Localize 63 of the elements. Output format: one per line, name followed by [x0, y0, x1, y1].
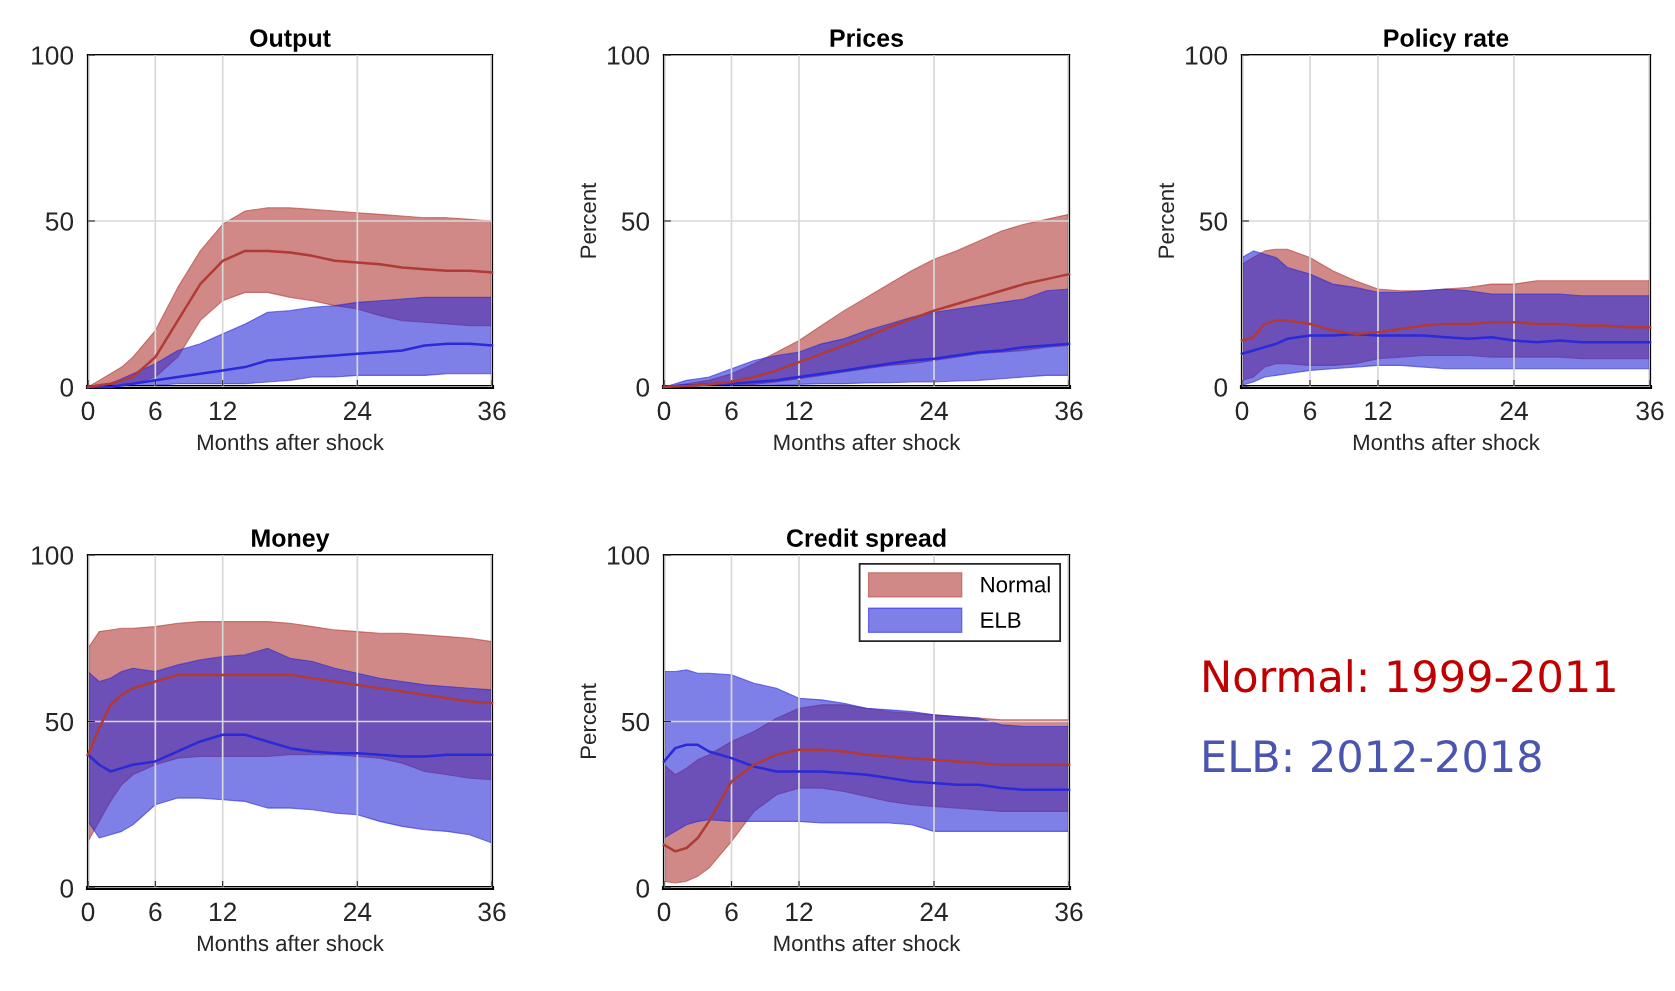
- legend-label: ELB: [981, 612, 1021, 628]
- chart-title: Prices: [830, 28, 904, 47]
- y-tick-label: 0: [1214, 378, 1228, 397]
- x-tick-label: 0: [657, 902, 671, 922]
- x-axis-title: Months after shock: [774, 433, 961, 451]
- x-axis-title: Months after shock: [1353, 433, 1540, 451]
- line-series: [662, 743, 1071, 792]
- line-series: [1240, 332, 1652, 356]
- x-tick-label: 12: [786, 401, 813, 421]
- x-axis-title: Months after shock: [197, 433, 384, 451]
- x-tick-label: 36: [478, 902, 506, 922]
- x-tick-label: 0: [81, 401, 95, 421]
- x-tick-label: 12: [786, 902, 813, 922]
- x-tick-label: 24: [920, 902, 948, 922]
- text: Normal: 1999-2011: [1204, 659, 1615, 693]
- y-tick-label: 100: [608, 46, 650, 65]
- x-tick-label: 36: [478, 401, 506, 421]
- y-tick-label: 100: [32, 546, 74, 565]
- x-tick-label: 6: [1304, 401, 1317, 421]
- x-tick-label: 6: [725, 401, 738, 421]
- y-tick-label: 0: [636, 879, 650, 898]
- text: ELB: 2012-2018: [1204, 739, 1541, 773]
- x-tick-label: 0: [1235, 401, 1249, 421]
- x-tick-label: 6: [725, 902, 738, 922]
- y-tick-label: 50: [621, 212, 650, 231]
- x-tick-label: 0: [81, 902, 95, 922]
- y-tick-label: 50: [45, 212, 74, 231]
- y-tick-label: 50: [1199, 212, 1228, 231]
- x-tick-label: 12: [210, 902, 237, 922]
- y-tick-label: 50: [45, 712, 74, 732]
- y-tick-label: 100: [608, 546, 650, 565]
- line-series: [86, 733, 494, 773]
- x-tick-label: 0: [657, 401, 671, 421]
- y-tick-label: 100: [1186, 46, 1228, 65]
- x-tick-label: 6: [149, 902, 162, 922]
- x-tick-label: 36: [1055, 401, 1083, 421]
- y-axis-title: Percent: [580, 683, 597, 758]
- line-series: [1240, 319, 1652, 342]
- y-tick-label: 0: [60, 378, 74, 397]
- y-tick-label: 0: [60, 879, 74, 898]
- x-tick-label: 24: [343, 902, 372, 922]
- x-tick-label: 12: [1365, 401, 1392, 421]
- x-tick-label: 12: [210, 401, 237, 421]
- y-tick-label: 0: [636, 378, 650, 397]
- chart-title: Money: [252, 529, 330, 552]
- y-tick-label: 100: [32, 46, 74, 65]
- x-tick-label: 24: [343, 401, 372, 421]
- x-tick-label: 36: [1055, 902, 1083, 922]
- chart-title: Output: [250, 29, 331, 52]
- y-tick-label: 50: [621, 712, 650, 732]
- x-tick-label: 24: [1500, 401, 1528, 421]
- line-series: [662, 748, 1071, 853]
- x-axis-title: Months after shock: [774, 934, 961, 952]
- x-tick-label: 6: [149, 401, 162, 421]
- chart-title: Policy rate: [1384, 28, 1509, 52]
- x-tick-label: 24: [920, 401, 948, 421]
- x-tick-label: 36: [1636, 401, 1664, 421]
- y-axis-title: Percent: [580, 182, 597, 258]
- x-axis-title: Months after shock: [197, 934, 384, 952]
- line-series: [86, 673, 494, 757]
- y-axis-title: Percent: [1158, 182, 1175, 258]
- legend-label: Normal: [981, 576, 1050, 593]
- chart-title: Credit spread: [786, 528, 946, 552]
